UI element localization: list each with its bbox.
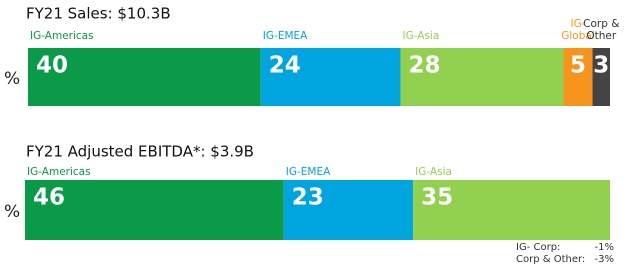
chart-title: FY21 Adjusted EBITDA*: $3.9B [26,143,254,161]
note-value: -3% [595,254,614,265]
bar-segment [283,180,414,240]
y-axis-label: % [4,69,20,89]
value-label: 3 [593,53,609,79]
bar-segment [25,180,284,240]
bar-segment [260,48,401,106]
note-label: IG- Corp: [516,242,560,253]
value-label: 23 [292,185,324,211]
chart-title: FY21 Sales: $10.3B [26,5,171,23]
bar-segment [28,48,261,106]
legend-label: IG-Global [561,18,595,42]
note-label: Corp & Other: [516,254,585,265]
bar-segment [413,180,610,240]
legend-label: Corp & Other [583,18,619,42]
bar-segment [400,48,564,106]
value-label: 5 [570,53,586,79]
value-label: 24 [269,53,301,79]
legend-label: IG-Asia [402,30,439,42]
value-label: 28 [408,53,440,79]
legend-label: IG-Americas [30,30,94,42]
legend-label: IG-Americas [27,166,91,178]
value-label: 40 [36,53,68,79]
legend-label: IG-EMEA [286,166,331,178]
bar-segment [592,48,610,106]
value-label: 35 [421,185,453,211]
bar-segment [563,48,593,106]
value-label: 46 [33,185,65,211]
legend-label: IG-Asia [415,166,452,178]
y-axis-label: % [4,202,20,222]
note-value: -1% [595,242,614,253]
legend-label: IG-EMEA [263,30,308,42]
